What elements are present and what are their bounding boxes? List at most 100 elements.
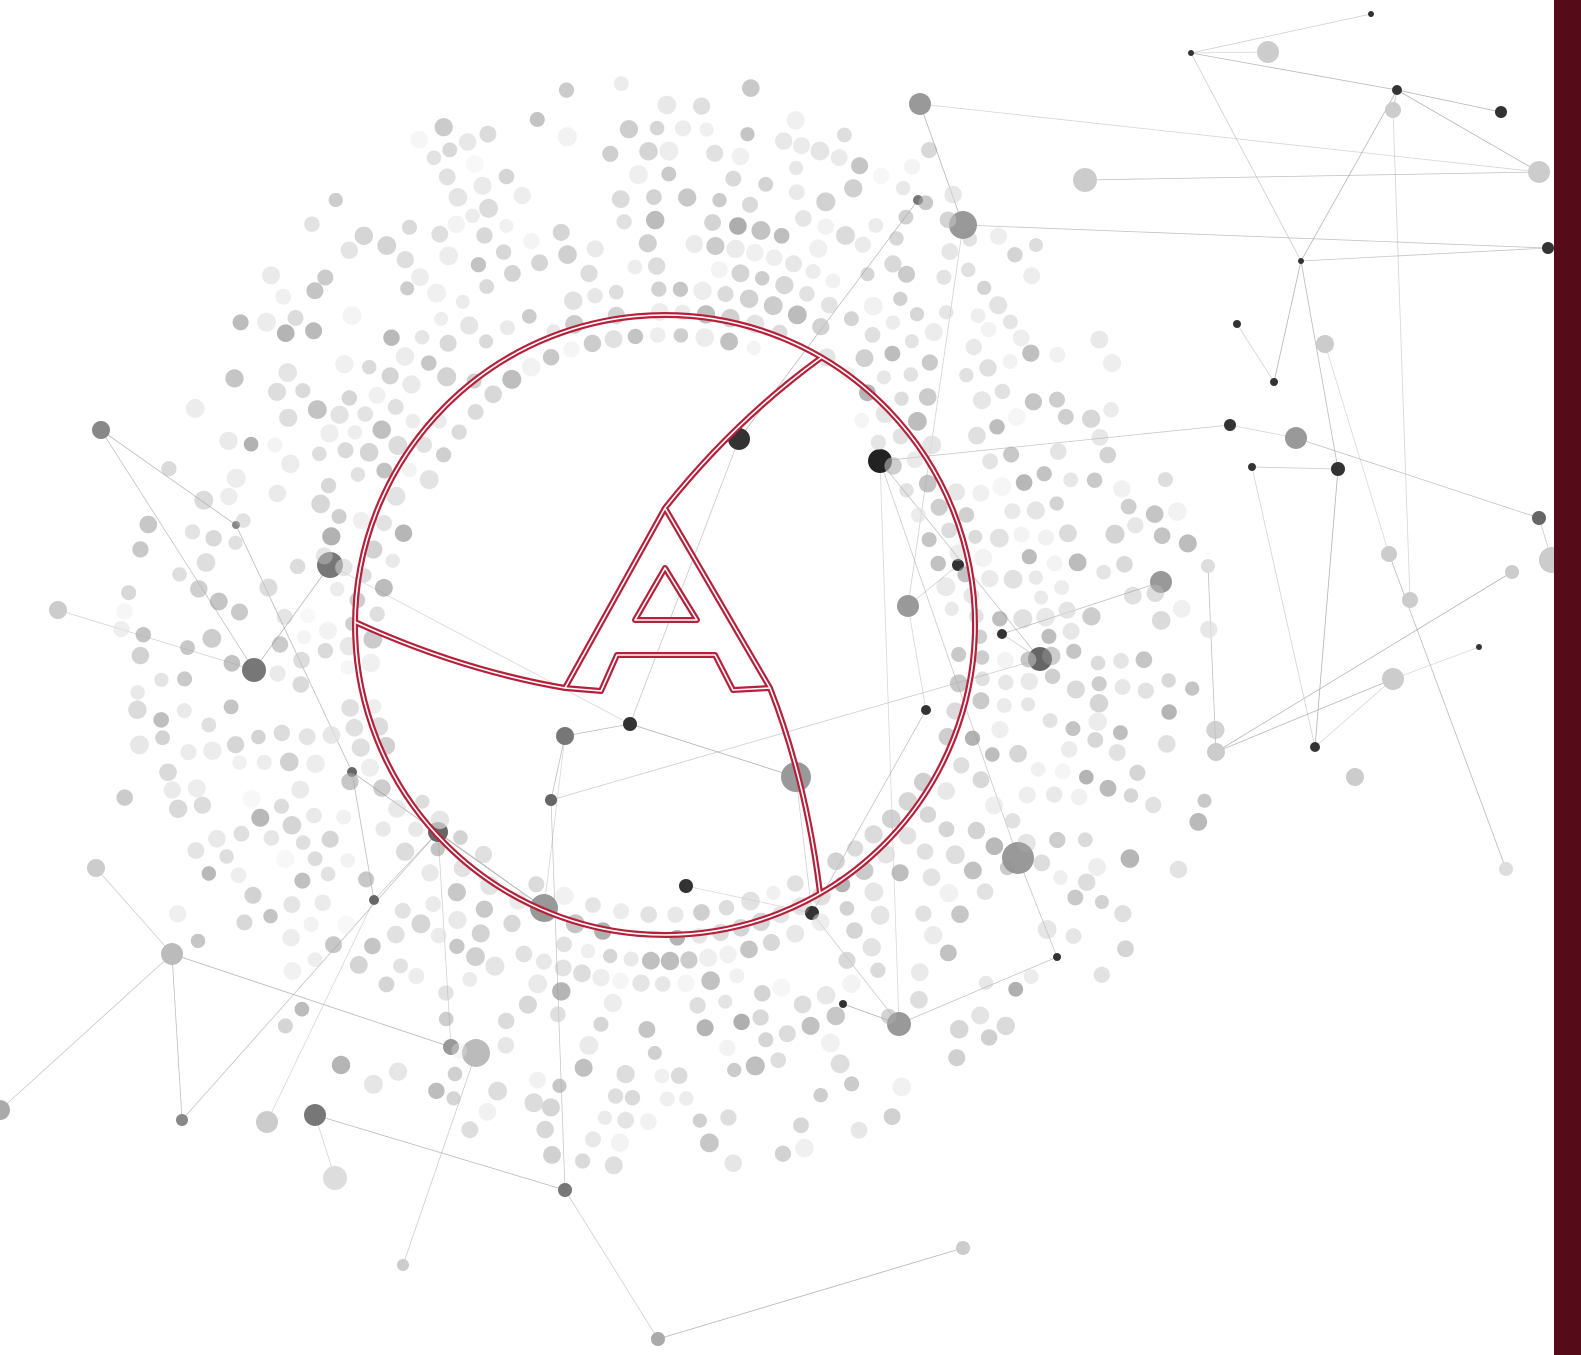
dot [742, 197, 758, 213]
dot [720, 333, 738, 351]
dot [975, 672, 990, 687]
dot [559, 83, 574, 98]
dot [581, 944, 595, 958]
dot [1185, 682, 1199, 696]
dot [836, 226, 855, 245]
dot [846, 922, 863, 939]
dot [435, 118, 453, 136]
dot [479, 334, 493, 348]
dot [373, 779, 390, 796]
dot [945, 602, 959, 616]
node [92, 421, 110, 439]
node [1201, 559, 1215, 573]
dot [272, 636, 288, 652]
dot [364, 938, 381, 955]
dot [629, 165, 648, 184]
dot [564, 292, 582, 310]
dot [693, 1114, 707, 1128]
dot [448, 1067, 463, 1082]
dot [639, 234, 657, 252]
dot [667, 907, 683, 923]
dot [678, 188, 696, 206]
dot [990, 228, 1007, 245]
dot [795, 1139, 813, 1157]
dot [1063, 473, 1078, 488]
dot [180, 744, 196, 760]
dot [651, 303, 669, 321]
dot [1168, 502, 1187, 521]
dot [573, 964, 591, 982]
dot [476, 901, 493, 918]
dot [617, 214, 632, 229]
dot [159, 764, 177, 782]
dot [655, 1069, 670, 1084]
dot [277, 324, 295, 342]
dot [360, 443, 379, 462]
dot [427, 151, 442, 166]
dot [700, 123, 714, 137]
dot [972, 692, 989, 709]
dot [972, 485, 989, 502]
dot [488, 1082, 507, 1101]
dot [523, 233, 539, 249]
dot [169, 905, 186, 922]
node [1053, 953, 1061, 961]
dot [660, 1092, 675, 1107]
dot [816, 192, 835, 211]
dot [1050, 443, 1067, 460]
dot [789, 184, 805, 200]
dot [719, 946, 736, 963]
dot [799, 286, 815, 302]
side-bar [1554, 0, 1581, 1355]
dot [552, 1079, 566, 1093]
dot [793, 137, 810, 154]
dot [177, 703, 192, 718]
dot [695, 328, 714, 347]
dot [563, 341, 579, 357]
dot [1103, 354, 1121, 372]
dot [981, 1029, 997, 1045]
dot [295, 383, 310, 398]
node [1310, 742, 1320, 752]
dot [1045, 669, 1060, 684]
dot [753, 1009, 769, 1025]
dot [661, 167, 676, 182]
dot [1067, 890, 1083, 906]
dot [154, 673, 168, 687]
dot [608, 1088, 623, 1103]
dot [806, 264, 821, 279]
dot [951, 647, 966, 662]
dot [499, 169, 515, 185]
dot [201, 718, 216, 733]
dot [351, 467, 365, 481]
dot [1136, 651, 1153, 668]
dot [341, 773, 358, 790]
dot [877, 370, 891, 384]
dot [575, 1059, 593, 1077]
dot [536, 1121, 553, 1138]
node [323, 1166, 347, 1190]
dot [431, 226, 448, 243]
dot [840, 901, 855, 916]
dot [1059, 602, 1076, 619]
dot [865, 327, 881, 343]
dot [202, 866, 216, 880]
dot [1007, 247, 1022, 262]
dot [502, 370, 521, 389]
dot [1004, 570, 1023, 589]
dot [471, 257, 486, 272]
dot [811, 142, 830, 161]
dot [650, 121, 664, 135]
dot [321, 867, 336, 882]
dot [680, 951, 697, 968]
dot [402, 375, 420, 393]
dot [453, 830, 468, 845]
dot [580, 265, 597, 282]
dot [625, 1090, 640, 1105]
dot [809, 240, 827, 258]
dot [892, 864, 909, 881]
dot [172, 567, 186, 581]
node [304, 1104, 326, 1126]
dot [312, 447, 327, 462]
dot [729, 217, 747, 235]
